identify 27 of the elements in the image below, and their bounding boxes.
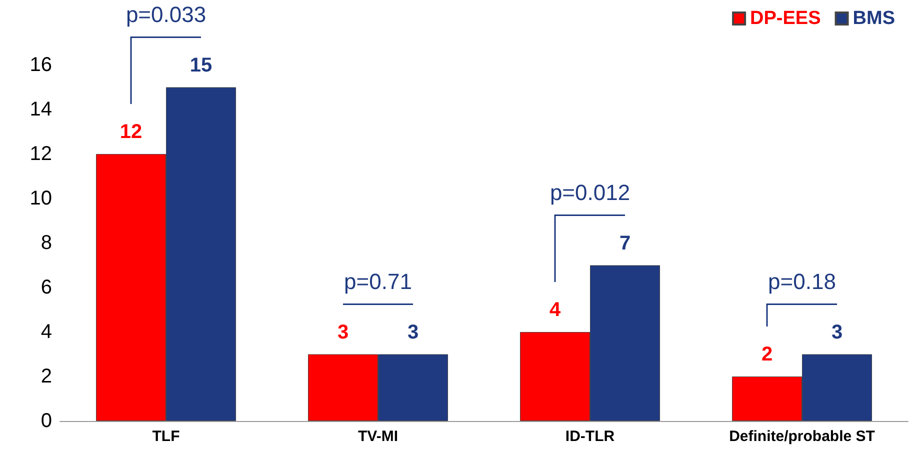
text: p=0.033 [126,2,206,27]
data-label: 15 [190,54,212,76]
data-label: 4 [549,299,562,321]
y-tick-label: 16 [30,54,52,76]
y-tick-label: 0 [40,410,52,432]
y-tick-label: 4 [40,321,52,343]
x-tick-label: ID-TLR [565,428,615,445]
annotation: p=0.18 [768,268,836,294]
data-label: 3 [407,321,419,344]
y-tick-label: 12 [30,143,52,165]
data-label: 3 [337,321,349,344]
x-tick-label: TLF [152,428,180,445]
legend-label: DP-EES [750,8,821,29]
data-label: 2 [761,344,773,366]
y-tick-label: 14 [30,98,52,120]
x-tick-label: Definite/probable ST [729,428,875,445]
data-label: 3 [831,321,843,344]
y-tick-label: 10 [30,188,52,210]
y-tick-label: 8 [40,232,52,254]
annotation: p=0.71 [344,268,412,294]
y-tick-label: 2 [40,366,52,388]
legend-label: BMS [852,8,896,29]
annotation: p=0.012 [550,180,630,205]
data-label: 7 [619,232,631,254]
data-label: 12 [120,121,142,143]
y-tick-label: 6 [40,276,52,298]
x-tick-label: TV-MI [358,428,398,445]
